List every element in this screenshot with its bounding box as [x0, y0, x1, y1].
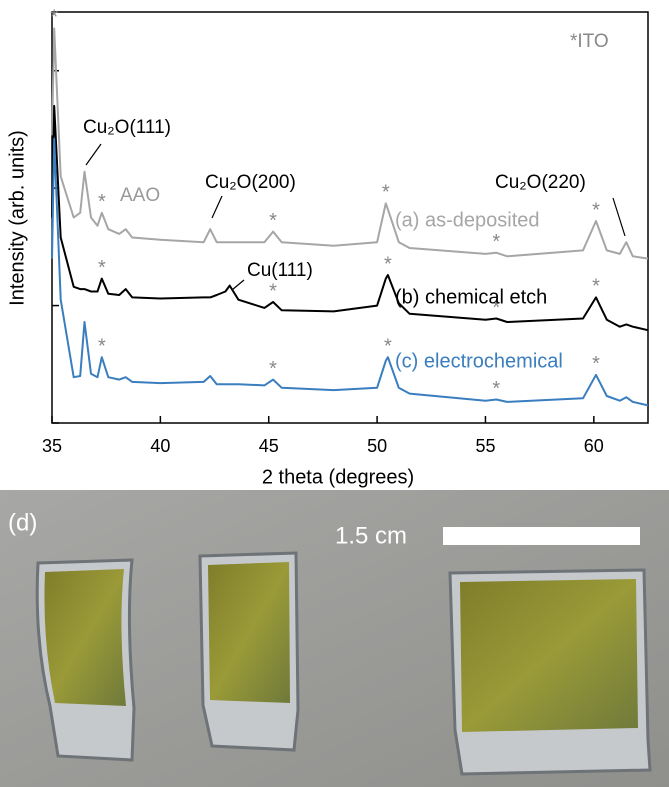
annotation-leader: [612, 197, 626, 237]
y-axis-label: Intensity (arb. units): [6, 130, 28, 306]
x-tick-label: 55: [475, 436, 495, 456]
ito-marker: *: [50, 7, 58, 29]
ito-marker: *: [98, 257, 106, 279]
annotation: Cu₂O(200): [205, 172, 296, 193]
spectrum-line: [51, 27, 649, 260]
annotation-leader: [231, 279, 245, 291]
x-tick-label: 35: [42, 436, 62, 456]
annotation: Cu(111): [247, 260, 313, 281]
sample-film: [44, 569, 126, 706]
x-tick-label: 50: [367, 436, 387, 456]
ito-marker: *: [98, 336, 106, 358]
x-tick-label: 60: [584, 436, 604, 456]
scale-bar: [443, 527, 640, 545]
x-tick-label: 40: [150, 436, 170, 456]
annotation-leader: [85, 143, 102, 166]
series-label: (b) chemical etch: [395, 286, 547, 308]
annotation: Cu₂O(220): [495, 172, 586, 193]
ito-marker: *: [492, 231, 500, 253]
x-axis-label: 2 theta (degrees): [262, 466, 414, 488]
ito-marker: *: [492, 297, 500, 319]
ito-marker: *: [592, 199, 600, 221]
annotation-leader: [211, 195, 223, 219]
spectrum-line: [51, 137, 649, 407]
annotation: AAO: [120, 185, 160, 206]
ito-marker: *: [492, 378, 500, 400]
ito-marker: *: [384, 336, 392, 358]
sample-film: [208, 562, 290, 703]
scale-label: 1.5 cm: [335, 522, 407, 549]
photo: 1.5 cm (d): [0, 490, 669, 787]
ito-marker: *: [592, 353, 600, 375]
spectrum-line: [51, 104, 649, 332]
series-label: (c) electrochemical: [395, 350, 563, 372]
ito-marker: *: [592, 276, 600, 298]
ito-marker: *: [98, 191, 106, 213]
sample-film: [460, 579, 638, 732]
ito-marker: *: [269, 210, 277, 232]
panel-label: (d): [8, 509, 37, 536]
ito-marker: *: [382, 182, 390, 204]
annotation: *ITO: [570, 31, 609, 52]
ito-marker: *: [269, 358, 277, 380]
annotation: Cu₂O(111): [83, 117, 171, 138]
ito-marker: *: [384, 253, 392, 275]
ito-marker: *: [269, 280, 277, 302]
series-label: (a) as-deposited: [395, 209, 540, 231]
x-tick-label: 45: [259, 436, 279, 456]
